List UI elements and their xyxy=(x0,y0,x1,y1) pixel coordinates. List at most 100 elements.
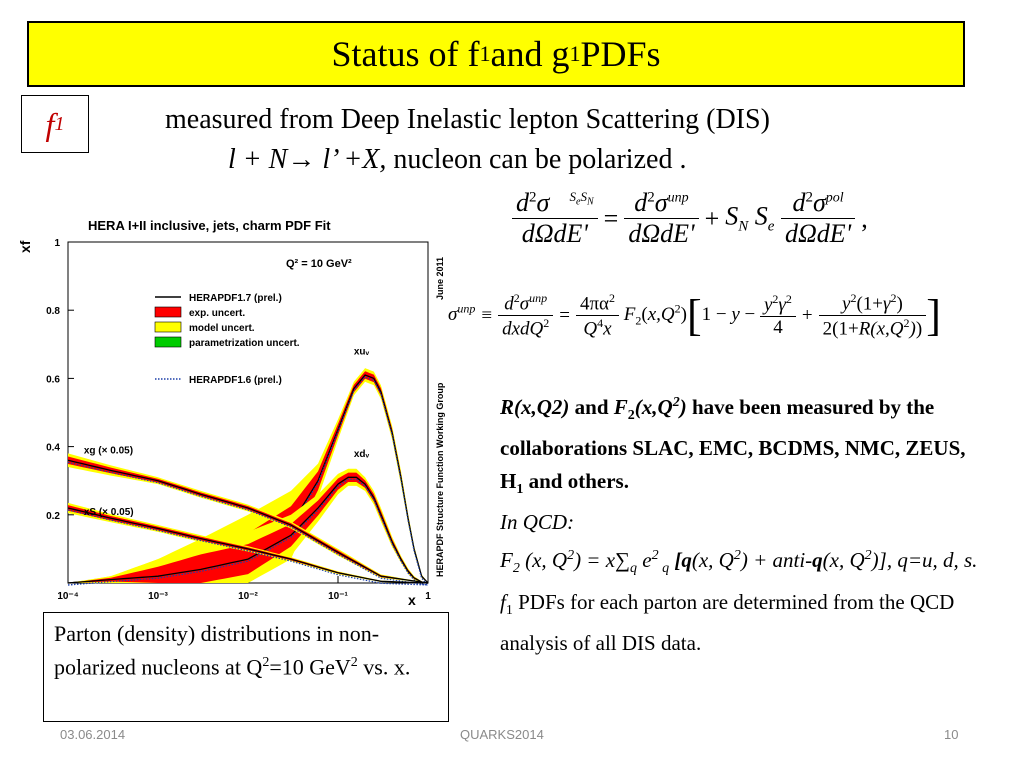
title-sub-a: 1 xyxy=(479,41,491,66)
f2-sub: 2 xyxy=(627,408,635,424)
y-tick-label: 0.4 xyxy=(46,443,60,454)
formula-e: e xyxy=(637,548,652,573)
formula-q: q xyxy=(681,548,692,573)
q2-annotation: Q² = 10 GeV² xyxy=(286,258,352,270)
herapdf16-curve xyxy=(67,478,429,586)
series-label: xg (× 0.05) xyxy=(84,445,133,456)
model-uncert-band xyxy=(68,368,428,583)
caption-text-b: =10 GeV xyxy=(269,654,351,680)
x-tick-label: 1 xyxy=(425,591,431,602)
formula-q-sup: 2 xyxy=(733,548,741,564)
formula-q-args: (x, Q xyxy=(691,548,734,573)
formula-args-sup: 2 xyxy=(567,548,575,564)
right-text-block: R(x,Q2) and F2(x,Q2) have been measured … xyxy=(500,386,980,660)
herapdf16-curve xyxy=(67,461,429,586)
and-word: and xyxy=(569,395,614,419)
f2-qcd-formula: F2 (x, Q2) = x∑q e2 q [q(x, Q2) + anti-q… xyxy=(500,539,980,585)
r-symbol: R(x,Q2) xyxy=(500,395,570,419)
exp-uncert-band xyxy=(68,371,428,583)
title-text-b: and g xyxy=(490,34,570,74)
formula-antiq-sup: 2 xyxy=(864,548,872,564)
legend-swatch xyxy=(154,321,182,333)
qcd-heading: In QCD: xyxy=(500,510,575,535)
y-tick-label: 1 xyxy=(54,238,60,249)
formula-e-sub: q xyxy=(658,561,670,577)
footer-conference: QUARKS2014 xyxy=(460,727,544,742)
formula-sum: ) = x∑ xyxy=(574,548,631,573)
footer-page-number: 10 xyxy=(944,727,959,742)
x-axis-label: x xyxy=(408,592,416,608)
formula-end: )], q=u, d, s. xyxy=(871,548,978,573)
legend-label: model uncert. xyxy=(189,323,255,334)
f1-symbol: f xyxy=(500,589,506,614)
legend-label: parametrization uncert. xyxy=(189,338,300,349)
caption-sup-b: 2 xyxy=(350,655,358,670)
formula-args: (x, Q xyxy=(519,548,568,573)
h1-sub: 1 xyxy=(516,482,524,498)
chart-caption: Parton (density) distributions in non-po… xyxy=(43,612,449,722)
series-label: xS (× 0.05) xyxy=(84,507,134,518)
caption-sup-a: 2 xyxy=(262,655,270,670)
unpolarized-equation: σunp ≡ d2σunp dxdQ2 = 4πα2 Q4x F2(x,Q2)[1 − y … xyxy=(448,290,941,340)
y-tick-label: 0.8 xyxy=(46,306,60,317)
y-tick-label: 0.2 xyxy=(46,511,60,522)
y-tick-label: 0.6 xyxy=(46,374,60,385)
formula-antiq-args: (x, Q xyxy=(822,548,865,573)
exp-uncert-band xyxy=(68,456,428,583)
title-text-a: Status of f xyxy=(331,34,480,74)
collab-text: have been measured by the collaborations… xyxy=(500,395,966,494)
legend-label: HERAPDF1.6 (prel.) xyxy=(189,375,282,386)
legend-label: HERAPDF1.7 (prel.) xyxy=(189,293,282,304)
title-text-c: PDFs xyxy=(580,34,661,74)
f1-determination-text: f1 PDFs for each parton are determined f… xyxy=(500,586,980,660)
legend-swatch xyxy=(154,306,182,318)
formula-f: F xyxy=(500,548,513,573)
pdf-chart: HERA I+II inclusive, jets, charm PDF Fit… xyxy=(10,205,450,615)
measured-paragraph: R(x,Q2) and F2(x,Q2) have been measured … xyxy=(500,386,980,506)
herapdf17-curve xyxy=(67,459,429,584)
series-label: xuᵥ xyxy=(354,347,370,358)
formula-anti: ) + anti- xyxy=(740,548,813,573)
formula-e-sup: 2 xyxy=(651,548,659,564)
caption-text-a: Parton (density) distributions in non-po… xyxy=(54,621,380,680)
f2-symbol: F xyxy=(613,395,628,419)
intro-line-1: measured from Deep Inelastic lepton Scat… xyxy=(165,104,770,135)
cross-section-equation: d2σ⃗SeSN dΩdE' = d2σunp dΩdE' + SN Se d2σpol dΩ… xyxy=(512,188,874,249)
reaction-text: l + N→ l’ +X, xyxy=(228,144,387,175)
f1-label-sub: 1 xyxy=(54,112,65,135)
intro-line-2-rest: nucleon can be polarized . xyxy=(386,144,687,175)
chart-title: HERA I+II inclusive, jets, charm PDF Fit xyxy=(88,218,331,233)
f1-symbol-sub: 1 xyxy=(505,602,513,618)
y-axis-label: xf xyxy=(17,240,33,253)
formula-sum-sub: q xyxy=(630,561,638,577)
formula-bracket: [ xyxy=(669,548,682,573)
series-label: xdᵥ xyxy=(354,449,370,460)
pdf-chart-svg: HERA I+II inclusive, jets, charm PDF Fit… xyxy=(17,218,445,608)
x-tick-label: 10⁻⁴ xyxy=(57,591,78,602)
exp-uncert-band xyxy=(68,472,428,583)
side-label: HERAPDF Structure Function Working Group xyxy=(435,382,445,577)
f1-label: f xyxy=(45,105,55,142)
f2-close: ) xyxy=(679,395,687,419)
legend-swatch xyxy=(154,336,182,348)
herapdf17-curve xyxy=(67,507,429,584)
formula-antiq: q xyxy=(812,548,823,573)
herapdf16-curve xyxy=(67,509,429,586)
herapdf17-curve xyxy=(67,476,429,584)
date-label: June 2011 xyxy=(435,257,445,300)
caption-text-c: vs. x. xyxy=(357,654,411,680)
title-sub-b: 1 xyxy=(569,41,581,66)
f1-determination-body: PDFs for each parton are determined from… xyxy=(500,589,955,655)
x-tick-label: 10⁻² xyxy=(238,591,258,602)
x-tick-label: 10⁻³ xyxy=(148,591,168,602)
legend-label: exp. uncert. xyxy=(189,308,245,319)
footer-date: 03.06.2014 xyxy=(60,727,126,742)
f2-args: (x,Q xyxy=(634,395,673,419)
intro-line-2: l + N→ l’ +X, nucleon can be polarized . xyxy=(228,144,686,176)
formula-f-sub: 2 xyxy=(512,561,520,577)
x-tick-label: 10⁻¹ xyxy=(328,591,348,602)
f2-args-sup: 2 xyxy=(672,395,680,410)
others-text: and others. xyxy=(523,469,629,494)
